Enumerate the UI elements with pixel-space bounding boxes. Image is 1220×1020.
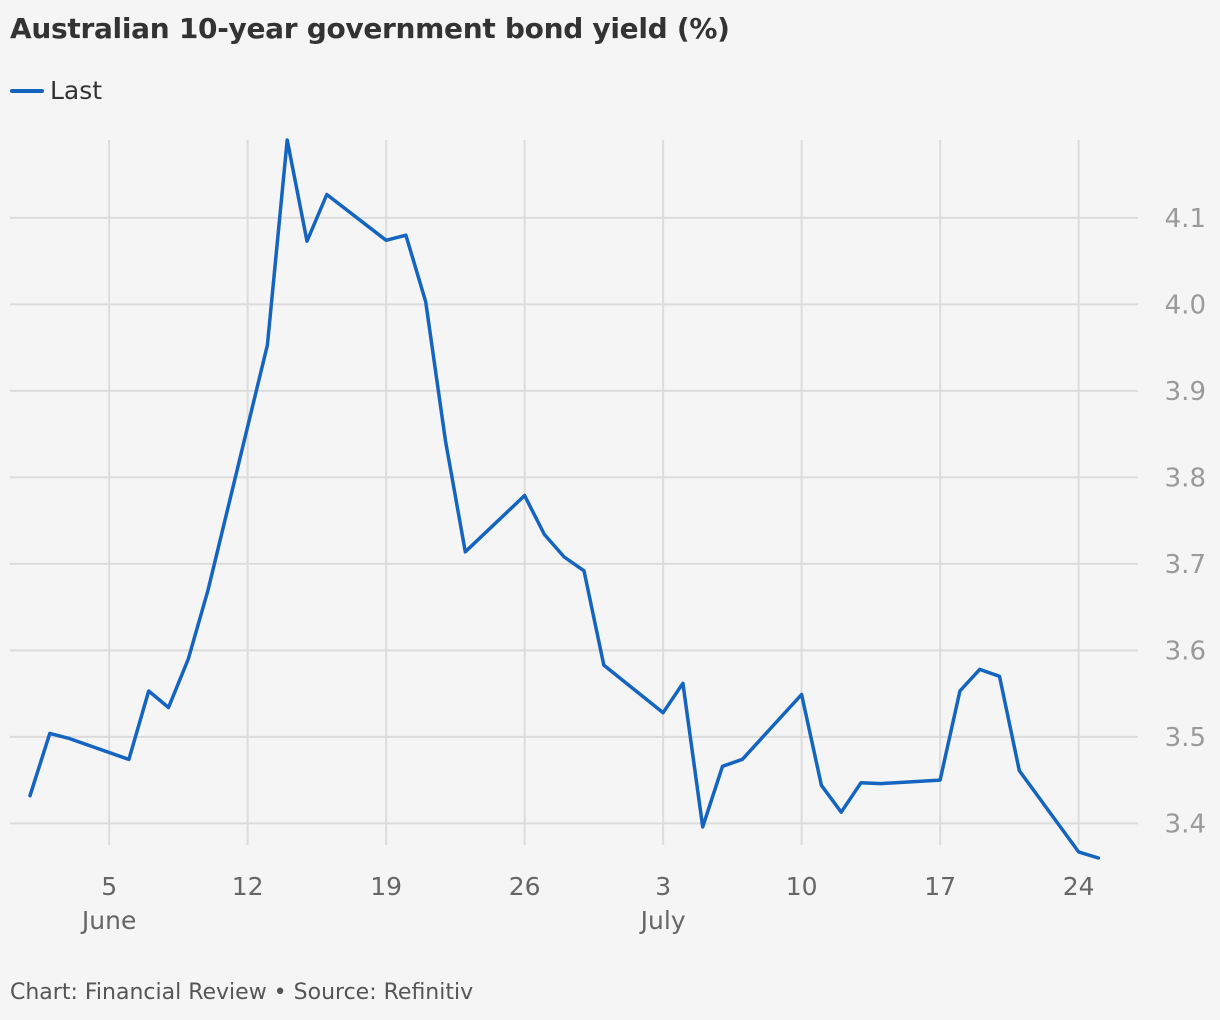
x-tick-label: 12 <box>232 872 264 901</box>
x-gridlines <box>108 140 1080 845</box>
y-tick-label: 4.1 <box>1165 204 1206 234</box>
line-chart: 3.4 3.5 3.6 3.7 3.8 3.9 4.0 4.1 5 June 12 19 26 3 Jul… <box>10 138 1206 935</box>
legend: Last <box>10 76 102 105</box>
y-tick-label: 3.7 <box>1165 550 1206 580</box>
x-tick-label: 24 <box>1063 872 1095 901</box>
x-tick-label: 26 <box>509 872 541 901</box>
x-tick-label: 10 <box>786 872 818 901</box>
x-month-label: June <box>80 906 136 935</box>
y-tick-label: 3.8 <box>1165 463 1206 493</box>
chart-title: Australian 10-year government bond yield… <box>10 12 730 45</box>
x-tick-label: 17 <box>924 872 956 901</box>
series-line-last <box>28 138 1101 860</box>
y-tick-label: 3.4 <box>1165 809 1206 839</box>
x-tick-labels: 5 June 12 19 26 3 July 10 17 24 <box>80 872 1095 935</box>
series-layer <box>28 138 1101 860</box>
x-tick-label: 3 <box>655 872 671 901</box>
y-tick-label: 3.9 <box>1165 377 1206 407</box>
y-tick-label: 4.0 <box>1165 290 1206 320</box>
y-tick-labels: 3.4 3.5 3.6 3.7 3.8 3.9 4.0 4.1 <box>1165 204 1206 840</box>
x-tick-label: 19 <box>370 872 402 901</box>
y-gridlines <box>10 216 1138 825</box>
legend-label: Last <box>50 76 103 105</box>
x-month-label: July <box>639 906 686 935</box>
x-tick-label: 5 <box>101 872 117 901</box>
y-tick-label: 3.6 <box>1165 636 1206 666</box>
y-tick-label: 3.5 <box>1165 723 1206 753</box>
chart-source-note: Chart: Financial Review • Source: Refini… <box>10 980 474 1005</box>
legend-swatch <box>10 88 44 93</box>
